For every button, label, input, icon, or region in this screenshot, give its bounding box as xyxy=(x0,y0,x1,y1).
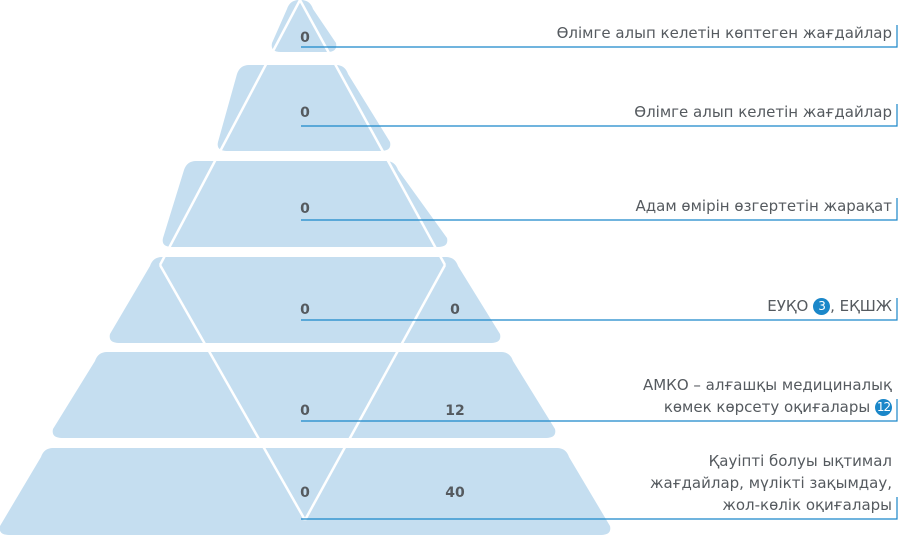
tier-label-3: Адам өмірін өзгертетін жарақат xyxy=(636,195,892,217)
tier-label-5: АМКО – алғашқы медициналық көмек көрсету … xyxy=(643,374,892,418)
footnote-badge: 3 xyxy=(813,298,831,315)
leader-line-6 xyxy=(301,497,898,520)
left-value-3: 0 xyxy=(300,201,310,217)
pyramid-tier-5 xyxy=(52,352,556,438)
tier-label-4: ЕУҚО 3, ЕҚШЖ xyxy=(767,295,892,317)
tier-label-line: жол-көлік оқиғалары xyxy=(722,496,892,514)
split-line-1 xyxy=(158,0,302,266)
tier-label-text: , ЕҚШЖ xyxy=(830,297,892,315)
split-line-2 xyxy=(158,264,307,521)
tier-label-line: Адам өмірін өзгертетін жарақат xyxy=(635,197,892,215)
tier-label-line: көмек көрсету оқиғалары 12 xyxy=(663,398,892,416)
leader-line-1 xyxy=(301,25,898,48)
tier-label-line: жағдайлар, мүлікті зақымдау, xyxy=(650,474,892,492)
leader-line-4 xyxy=(301,298,898,321)
tier-label-6: Қауіпті болуы ықтимал жағдайлар, мүлікті … xyxy=(650,450,892,516)
pyramid-tier-3 xyxy=(162,161,448,247)
left-value-2: 0 xyxy=(300,105,310,121)
right-value-4: 0 xyxy=(450,302,460,318)
leader-line-5 xyxy=(301,399,898,422)
leader-line-3 xyxy=(301,198,898,221)
tier-label-2: Өлімге алып келетін жағдайлар xyxy=(634,101,892,123)
left-value-5: 0 xyxy=(300,403,310,419)
leader-line-2 xyxy=(301,104,898,127)
split-line-3 xyxy=(298,0,447,266)
left-value-1: 0 xyxy=(300,30,310,46)
split-line-4 xyxy=(303,264,447,521)
left-value-6: 0 xyxy=(300,485,310,501)
right-value-5: 12 xyxy=(445,403,464,419)
footnote-badge: 12 xyxy=(875,399,892,416)
tier-label-line: Өлімге алып келетін көптеген жағдайлар xyxy=(556,24,892,42)
tier-label-text: ЕУҚО xyxy=(767,297,814,315)
tier-label-line: АМКО – алғашқы медициналық xyxy=(642,376,892,394)
pyramid-tiers xyxy=(0,0,611,535)
tier-label-line: Қауіпті болуы ықтимал xyxy=(708,452,892,470)
tier-label-line: Өлімге алып келетін жағдайлар xyxy=(634,103,892,121)
leader-lines xyxy=(301,25,898,520)
pyramid-tier-6 xyxy=(0,448,611,535)
pyramid-tier-4 xyxy=(109,257,501,343)
tier-label-1: Өлімге алып келетін көптеген жағдайлар xyxy=(557,22,892,44)
left-value-4: 0 xyxy=(300,302,310,318)
pyramid-split-lines xyxy=(158,0,447,521)
tier-values: 0 0 0 0 0 0 12 0 40 xyxy=(300,30,465,501)
right-value-6: 40 xyxy=(445,485,465,501)
